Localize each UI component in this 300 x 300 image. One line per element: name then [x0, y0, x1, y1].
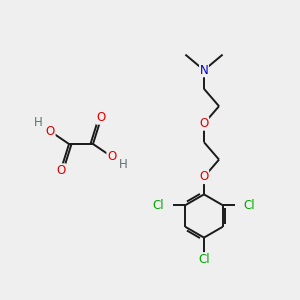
Text: O: O [107, 150, 116, 163]
Text: Cl: Cl [153, 199, 164, 212]
Text: Cl: Cl [198, 253, 210, 266]
Text: O: O [97, 111, 106, 124]
Text: O: O [56, 164, 65, 177]
Text: Cl: Cl [244, 199, 255, 212]
Text: N: N [200, 64, 208, 77]
Text: O: O [200, 117, 208, 130]
Text: O: O [200, 170, 208, 184]
Text: H: H [34, 116, 43, 130]
Text: H: H [119, 158, 128, 172]
Text: O: O [46, 125, 55, 138]
